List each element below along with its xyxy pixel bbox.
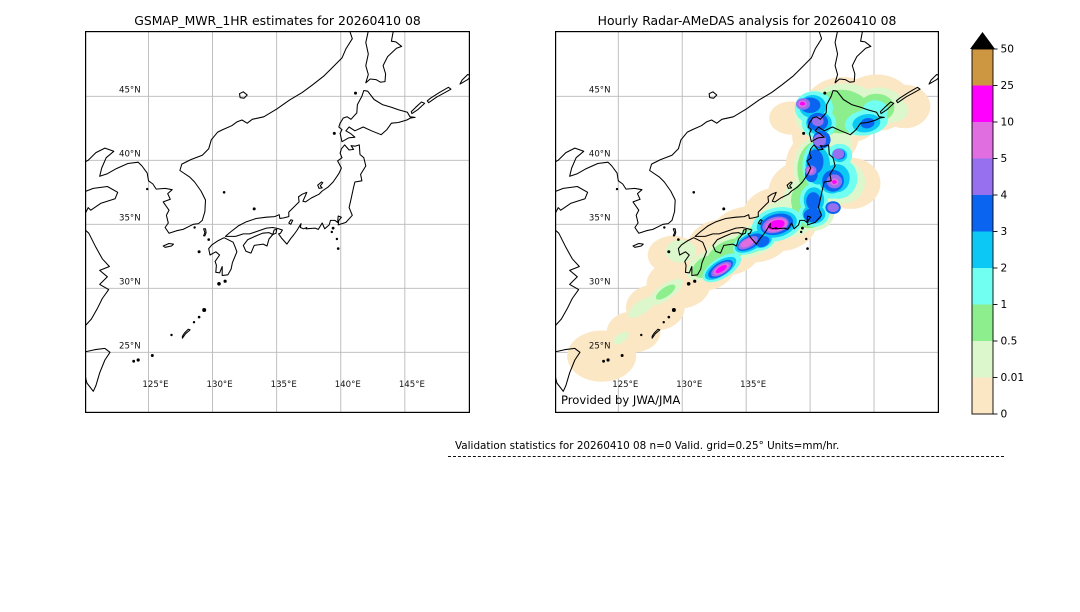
svg-text:35°N: 35°N	[589, 213, 611, 223]
attribution-label: Provided by JWA/JMA	[561, 393, 681, 407]
svg-text:30°N: 30°N	[589, 277, 611, 287]
colorbar-tick-label: 0.5	[1001, 336, 1018, 348]
colorbar-tick-label: 1	[1001, 299, 1008, 311]
left-panel-title: GSMAP_MWR_1HR estimates for 20260410 08	[134, 13, 421, 28]
svg-text:25°N: 25°N	[589, 341, 611, 351]
gsmap-map-panel: 45°N 40°N 35°N 30°N 25°N 125°E 130°E 135°E 140°E…	[85, 31, 470, 413]
svg-text:35°N: 35°N	[119, 213, 141, 223]
colorbar-tick-label: 0	[1001, 409, 1008, 421]
svg-text:40°N: 40°N	[589, 149, 611, 159]
colorbar-tick-label: 2	[1001, 263, 1008, 275]
colorbar-tick-label: 0.01	[1001, 372, 1025, 384]
svg-text:45°N: 45°N	[119, 85, 141, 95]
svg-text:130°E: 130°E	[207, 380, 233, 390]
svg-text:145°E: 145°E	[399, 380, 425, 390]
right-panel-title: Hourly Radar-AMeDAS analysis for 2026041…	[597, 13, 897, 28]
colorbar-tick-label: 4	[1001, 190, 1008, 202]
svg-text:40°N: 40°N	[119, 149, 141, 159]
colorbar: 50 25 10 5 4 3 2 1 0.5 0.01 0	[970, 32, 1025, 421]
radar-amedas-map-panel: 45°N 40°N 35°N 30°N 25°N 125°E 130°E 135°E	[555, 31, 939, 413]
validation-stats-line: Validation statistics for 20260410 08 n=…	[448, 440, 1004, 457]
svg-text:140°E: 140°E	[335, 380, 361, 390]
colorbar-tick-label: 3	[1001, 226, 1008, 238]
colorbar-tick-label: 25	[1001, 80, 1014, 92]
colorbar-tick-label: 50	[1001, 44, 1015, 56]
svg-text:130°E: 130°E	[676, 380, 702, 390]
colorbar-tick-label: 10	[1001, 117, 1015, 129]
svg-text:30°N: 30°N	[119, 277, 141, 287]
svg-text:45°N: 45°N	[589, 85, 611, 95]
svg-text:25°N: 25°N	[119, 341, 141, 351]
svg-text:135°E: 135°E	[271, 380, 297, 390]
svg-text:125°E: 125°E	[612, 380, 638, 390]
svg-text:125°E: 125°E	[142, 380, 168, 390]
svg-text:135°E: 135°E	[740, 380, 766, 390]
colorbar-tick-label: 5	[1001, 153, 1008, 165]
